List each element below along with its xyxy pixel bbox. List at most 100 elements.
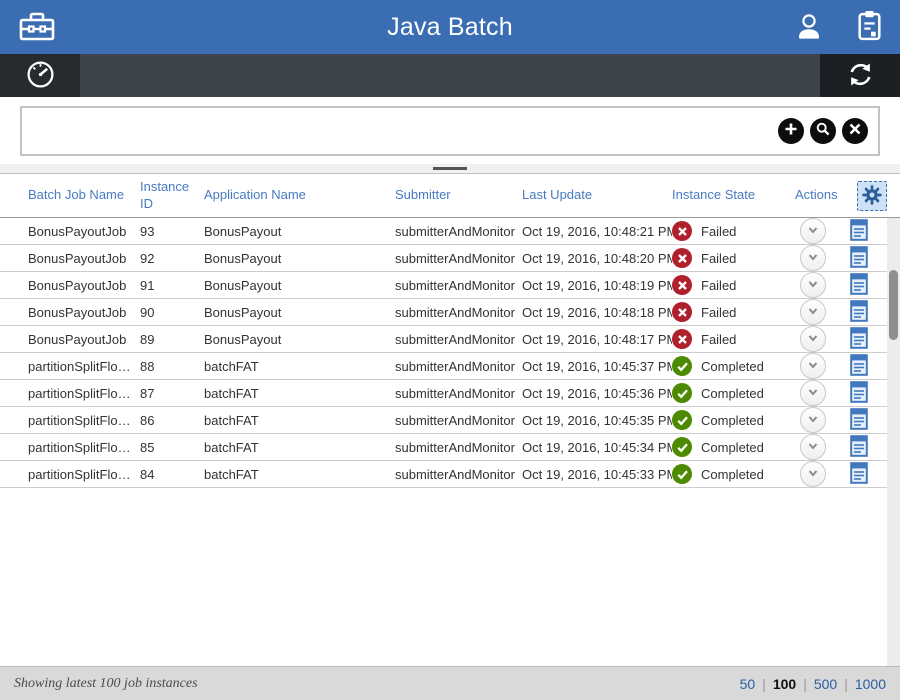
cell-application-name: BonusPayout — [204, 223, 282, 239]
view-log-button[interactable] — [850, 434, 868, 460]
pager-separator: | — [844, 675, 848, 692]
splitter-drag-handle[interactable] — [433, 167, 467, 170]
table-row: BonusPayoutJob 90 BonusPayout submitterA… — [0, 299, 900, 326]
cell-batch-job-name: partitionSplitFlo… — [28, 358, 131, 374]
status-badge — [672, 275, 692, 295]
search-button[interactable] — [810, 117, 836, 144]
status-label: Failed — [701, 277, 737, 293]
status-label: Failed — [701, 223, 737, 239]
toolbox-button[interactable] — [14, 6, 60, 49]
view-log-button[interactable] — [850, 380, 868, 406]
view-log-icon — [850, 272, 868, 298]
cell-instance-id: 92 — [140, 250, 155, 266]
status-label: Completed — [701, 466, 764, 482]
cell-instance-state: Failed — [672, 302, 795, 322]
chevron-down-icon — [806, 331, 820, 348]
cell-instance-id: 91 — [140, 277, 155, 293]
row-actions-button[interactable] — [800, 407, 826, 433]
cell-instance-state: Failed — [672, 329, 795, 349]
row-actions-button[interactable] — [800, 218, 826, 244]
clipboard-tasks-icon — [857, 10, 882, 44]
cell-instance-id: 84 — [140, 466, 155, 482]
search-box — [20, 105, 880, 156]
cell-batch-job-name: partitionSplitFlo… — [28, 466, 131, 482]
scrollbar-thumb[interactable] — [889, 270, 898, 340]
row-actions-button[interactable] — [800, 299, 826, 325]
table-row: BonusPayoutJob 91 BonusPayout submitterA… — [0, 272, 900, 299]
cell-submitter: submitterAndMonitor — [395, 250, 515, 266]
view-log-button[interactable] — [850, 407, 868, 433]
view-log-button[interactable] — [850, 218, 868, 244]
page-title: Java Batch — [387, 12, 513, 41]
search-input[interactable] — [30, 106, 772, 155]
status-label: Completed — [701, 358, 764, 374]
refresh-icon — [847, 61, 874, 91]
page-size-500[interactable]: 500 — [813, 675, 838, 692]
cell-last-update: Oct 19, 2016, 10:45:33 PM — [522, 466, 672, 482]
view-log-icon — [850, 299, 868, 325]
cell-submitter: submitterAndMonitor — [395, 412, 515, 428]
cell-submitter: submitterAndMonitor — [395, 223, 515, 239]
row-actions-button[interactable] — [800, 353, 826, 379]
view-log-button[interactable] — [850, 326, 868, 352]
status-badge — [672, 248, 692, 268]
row-actions-button[interactable] — [800, 434, 826, 460]
table-row: partitionSplitFlo… 88 batchFAT submitter… — [0, 353, 900, 380]
cell-instance-state: Failed — [672, 248, 795, 268]
view-log-button[interactable] — [850, 245, 868, 271]
page-size-selector: 50 | 100 | 500 | 1000 — [740, 676, 886, 692]
status-badge — [672, 410, 692, 430]
row-actions-button[interactable] — [800, 272, 826, 298]
cell-submitter: submitterAndMonitor — [395, 277, 515, 293]
add-search-pill-button[interactable] — [778, 117, 804, 144]
dashboard-button[interactable] — [0, 54, 80, 97]
failed-x-icon — [677, 307, 687, 317]
status-badge — [672, 383, 692, 403]
row-actions-button[interactable] — [800, 461, 826, 487]
column-header-last-update: Last Update — [522, 187, 593, 203]
pager-separator: | — [762, 675, 766, 692]
cell-instance-state: Completed — [672, 464, 795, 484]
cell-last-update: Oct 19, 2016, 10:45:35 PM — [522, 412, 672, 428]
status-badge — [672, 221, 692, 241]
completed-check-icon — [676, 469, 688, 479]
row-actions-button[interactable] — [800, 380, 826, 406]
view-log-button[interactable] — [850, 461, 868, 487]
cell-application-name: batchFAT — [204, 385, 259, 401]
chevron-down-icon — [806, 439, 820, 456]
cell-submitter: submitterAndMonitor — [395, 385, 515, 401]
row-actions-button[interactable] — [800, 245, 826, 271]
cell-batch-job-name: partitionSplitFlo… — [28, 412, 131, 428]
page-size-1000[interactable]: 1000 — [854, 675, 886, 692]
column-header-batch-job-name: Batch Job Name — [28, 187, 125, 203]
page-size-100[interactable]: 100 — [772, 675, 797, 692]
footer-bar: Showing latest 100 job instances 50 | 100 |… — [0, 666, 900, 700]
table-row: partitionSplitFlo… 84 batchFAT submitter… — [0, 461, 900, 488]
status-badge — [672, 356, 692, 376]
view-log-icon — [850, 326, 868, 352]
view-log-icon — [850, 218, 868, 244]
cell-batch-job-name: BonusPayoutJob — [28, 331, 127, 347]
app-header: Java Batch — [0, 0, 900, 54]
user-icon — [795, 12, 823, 43]
status-badge — [672, 464, 692, 484]
completed-check-icon — [676, 388, 688, 398]
view-log-button[interactable] — [850, 272, 868, 298]
clear-search-button[interactable] — [842, 117, 868, 144]
column-settings-button[interactable] — [857, 181, 887, 211]
gear-icon — [861, 184, 883, 209]
cell-instance-state: Completed — [672, 410, 795, 430]
table-row: partitionSplitFlo… 86 batchFAT submitter… — [0, 407, 900, 434]
cell-batch-job-name: partitionSplitFlo… — [28, 439, 131, 455]
chevron-down-icon — [806, 304, 820, 321]
cell-batch-job-name: BonusPayoutJob — [28, 304, 127, 320]
view-log-button[interactable] — [850, 299, 868, 325]
failed-x-icon — [677, 334, 687, 344]
user-button[interactable] — [791, 8, 827, 47]
page-size-50[interactable]: 50 — [739, 675, 756, 692]
refresh-button[interactable] — [820, 54, 900, 97]
tasks-button[interactable] — [853, 6, 886, 48]
view-log-button[interactable] — [850, 353, 868, 379]
row-actions-button[interactable] — [800, 326, 826, 352]
